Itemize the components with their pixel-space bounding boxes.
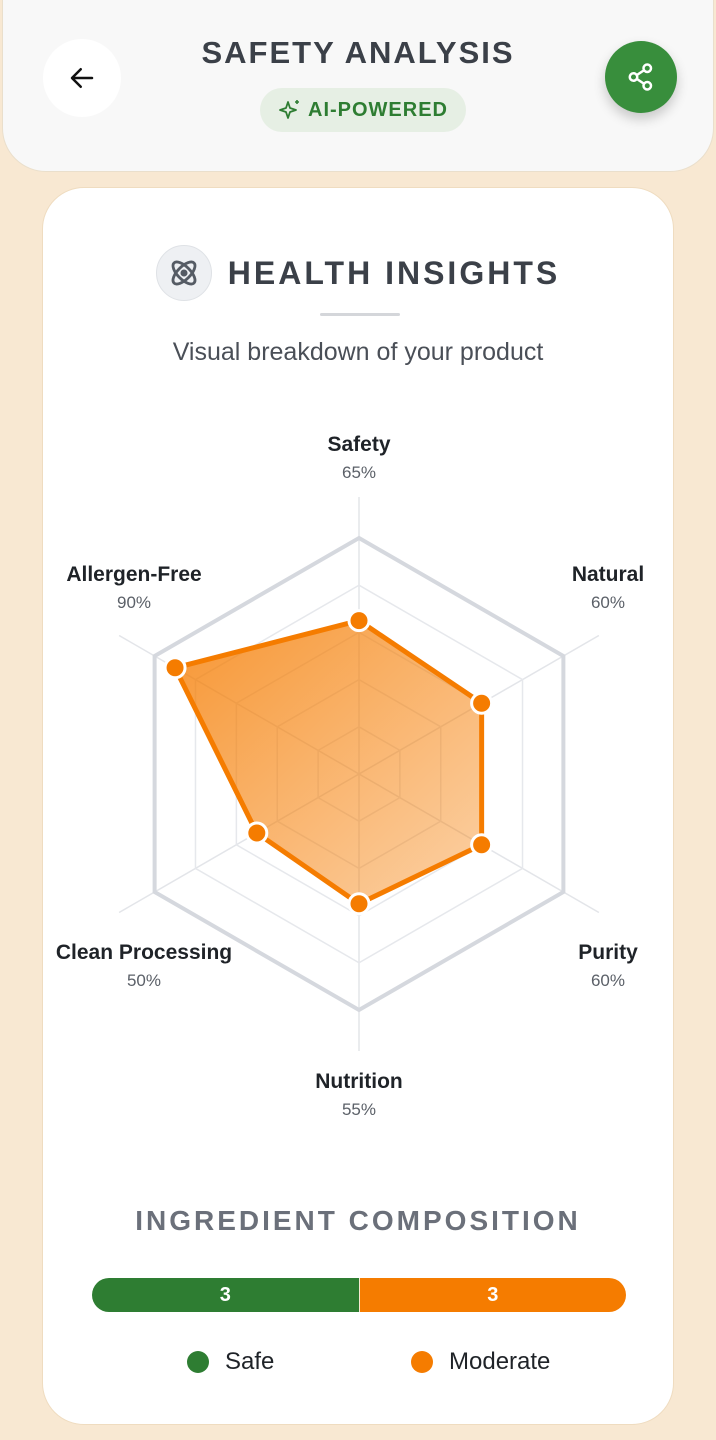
axis-label-clean-processing: Clean Processing 50% [56, 941, 232, 991]
axis-label-nutrition: Nutrition 55% [315, 1070, 402, 1120]
axis-label-value: 50% [126, 971, 162, 990]
axis-label-name: Nutrition [315, 1070, 403, 1093]
composition-bar: 3 3 [92, 1278, 626, 1312]
axis-label-natural: Natural 60% [572, 563, 644, 613]
axis-label-name: Safety [327, 433, 391, 456]
axis-label-name: Purity [578, 941, 638, 964]
moderate-dot [411, 1351, 433, 1373]
health-insights-card: HEALTH INSIGHTS Visual breakdown of your… [42, 187, 674, 1425]
grid-ring [152, 535, 566, 1013]
data-point-safety [347, 609, 371, 633]
axis-label-name: Natural [571, 563, 645, 586]
data-area [172, 618, 485, 907]
axis-label-value: 55% [341, 1100, 377, 1119]
divider [320, 313, 400, 316]
data-point-clean-processing [245, 821, 269, 845]
page-title: SAFETY ANALYSIS [201, 35, 515, 70]
axis-label-value: 60% [590, 593, 626, 612]
data-point-purity [470, 833, 494, 857]
badge-label: AI-POWERED [308, 98, 448, 121]
safe-segment: 3 [92, 1278, 360, 1312]
arrow-left-icon [70, 68, 94, 88]
composition-title: INGREDIENT COMPOSITION [135, 1205, 581, 1236]
axis-label-value: 65% [341, 463, 377, 482]
legend-moderate: Moderate [411, 1348, 550, 1376]
data-point-allergen-free [163, 656, 187, 680]
axis-label-safety: Safety 65% [327, 433, 390, 483]
axis-label-name: Allergen-Free [66, 563, 202, 586]
radar-chart [118, 497, 600, 1051]
axis-label-name: Clean Processing [55, 941, 233, 964]
safe-dot [187, 1351, 209, 1373]
back-button[interactable] [43, 39, 121, 117]
axis-label-value: 90% [116, 593, 152, 612]
share-button[interactable] [605, 41, 677, 113]
legend-safe: Safe [187, 1348, 274, 1376]
app-header: SAFETY ANALYSIS AI-POWERED [2, 0, 714, 172]
data-point-nutrition [347, 892, 371, 916]
axis-label-value: 60% [590, 971, 626, 990]
ai-powered-badge: AI-POWERED [260, 88, 466, 132]
card-title: HEALTH INSIGHTS [227, 254, 561, 291]
legend-label: Safe [225, 1348, 275, 1375]
axis-label-purity: Purity 60% [578, 941, 638, 991]
axis-label-allergen-free: Allergen-Free 90% [66, 563, 201, 613]
moderate-segment: 3 [359, 1278, 626, 1312]
legend-label: Moderate [449, 1348, 551, 1375]
data-point-natural [470, 691, 494, 715]
sparkle-icon [279, 100, 299, 119]
card-subtitle: Visual breakdown of your product [172, 338, 544, 366]
share-icon [628, 63, 653, 91]
atom-icon [155, 245, 212, 301]
